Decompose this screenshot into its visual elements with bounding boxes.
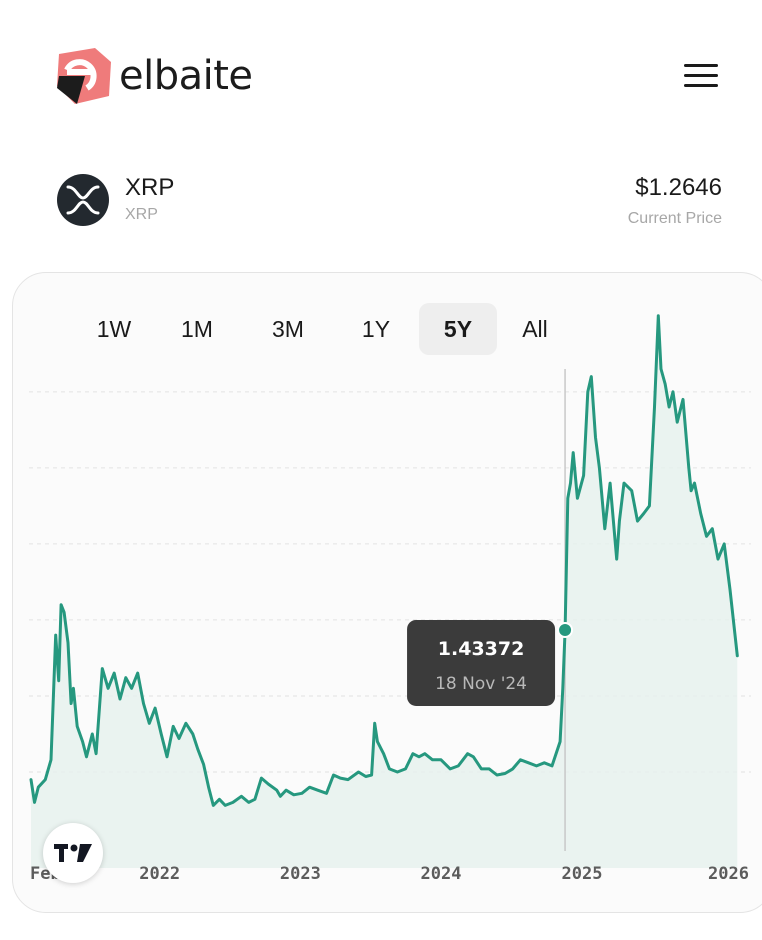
coin-name: XRP <box>125 174 175 201</box>
elbaite-logo-icon <box>57 48 111 104</box>
tab-1w[interactable]: 1W <box>96 315 132 342</box>
tooltip-date: 18 Nov '24 <box>435 674 527 694</box>
x-tick-label: 2025 <box>562 864 603 884</box>
tradingview-logo-icon[interactable] <box>43 823 103 883</box>
crosshair-marker <box>557 621 574 638</box>
current-price: $1.2646 <box>635 174 722 201</box>
current-price-label: Current Price <box>627 210 722 227</box>
coin-summary: XRP XRP $1.2646 Current Price <box>0 168 762 238</box>
coin-symbol: XRP <box>125 206 158 223</box>
tab-all[interactable]: All <box>522 315 548 342</box>
hamburger-menu-icon[interactable] <box>682 62 720 90</box>
tab-1y[interactable]: 1Y <box>361 315 391 342</box>
xrp-icon <box>57 174 109 226</box>
price-area <box>31 315 738 868</box>
brand-name: elbaite <box>119 53 253 99</box>
range-tabs: 1W 1M 3M 1Y 5Y All <box>77 303 573 355</box>
tab-3m[interactable]: 3M <box>272 315 304 342</box>
x-tick-label: 2024 <box>421 864 462 884</box>
x-tick-label: 2023 <box>280 864 321 884</box>
tooltip-box <box>407 619 556 706</box>
brand-logo[interactable]: elbaite <box>55 46 253 106</box>
x-tick-label: 2022 <box>139 864 180 884</box>
app-header: elbaite <box>0 0 762 150</box>
price-chart-card: 1W 1M 3M 1Y 5Y All 1.43372 18 Nov '24 Feb 2022 20… <box>12 272 762 913</box>
tooltip-value: 1.43372 <box>438 638 525 660</box>
tab-1m[interactable]: 1M <box>181 315 213 342</box>
tab-5y[interactable]: 5Y <box>419 303 497 355</box>
price-line <box>29 314 739 807</box>
x-tick-label: 2026 <box>708 864 749 884</box>
